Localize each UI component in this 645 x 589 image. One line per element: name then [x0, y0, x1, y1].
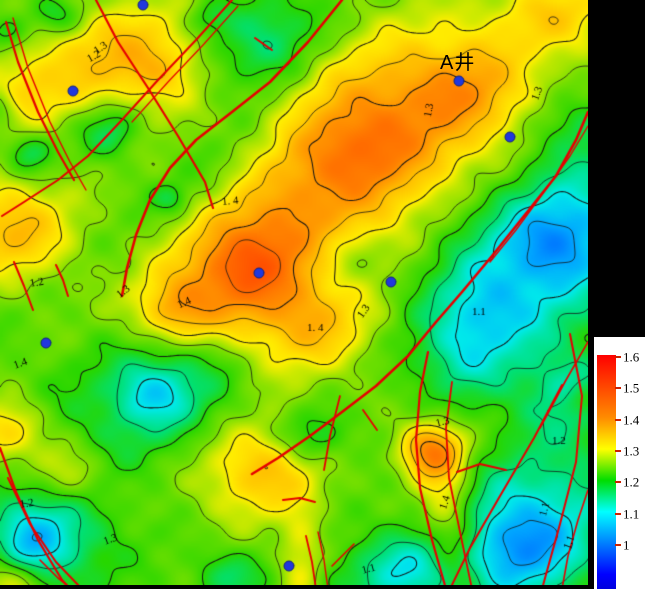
well-a-label: A井: [440, 52, 476, 74]
contour-map-canvas: [0, 0, 588, 585]
colorbar-tick-label: 1.4: [623, 412, 640, 428]
colorbar-tick-label: 1.2: [623, 474, 640, 490]
colorbar-tick: [615, 450, 621, 452]
colorbar-tick-label: 1.1: [623, 506, 640, 522]
colorbar-tick: [615, 513, 621, 515]
colorbar-tick: [615, 544, 621, 546]
colorbar-panel: 1.6 1.5 1.4 1.3 1.2 1.1 1: [594, 337, 645, 589]
colorbar-tick: [615, 356, 621, 358]
colorbar-gradient: [597, 355, 616, 589]
colorbar-tick: [615, 387, 621, 389]
colorbar-tick: [615, 481, 621, 483]
colorbar-tick: [615, 419, 621, 421]
colorbar-tick-label: 1.5: [623, 380, 640, 396]
colorbar-tick-label: 1.6: [623, 349, 640, 365]
colorbar-tick-label: 1.3: [623, 443, 640, 459]
colorbar-tick-label: 1: [623, 537, 630, 553]
